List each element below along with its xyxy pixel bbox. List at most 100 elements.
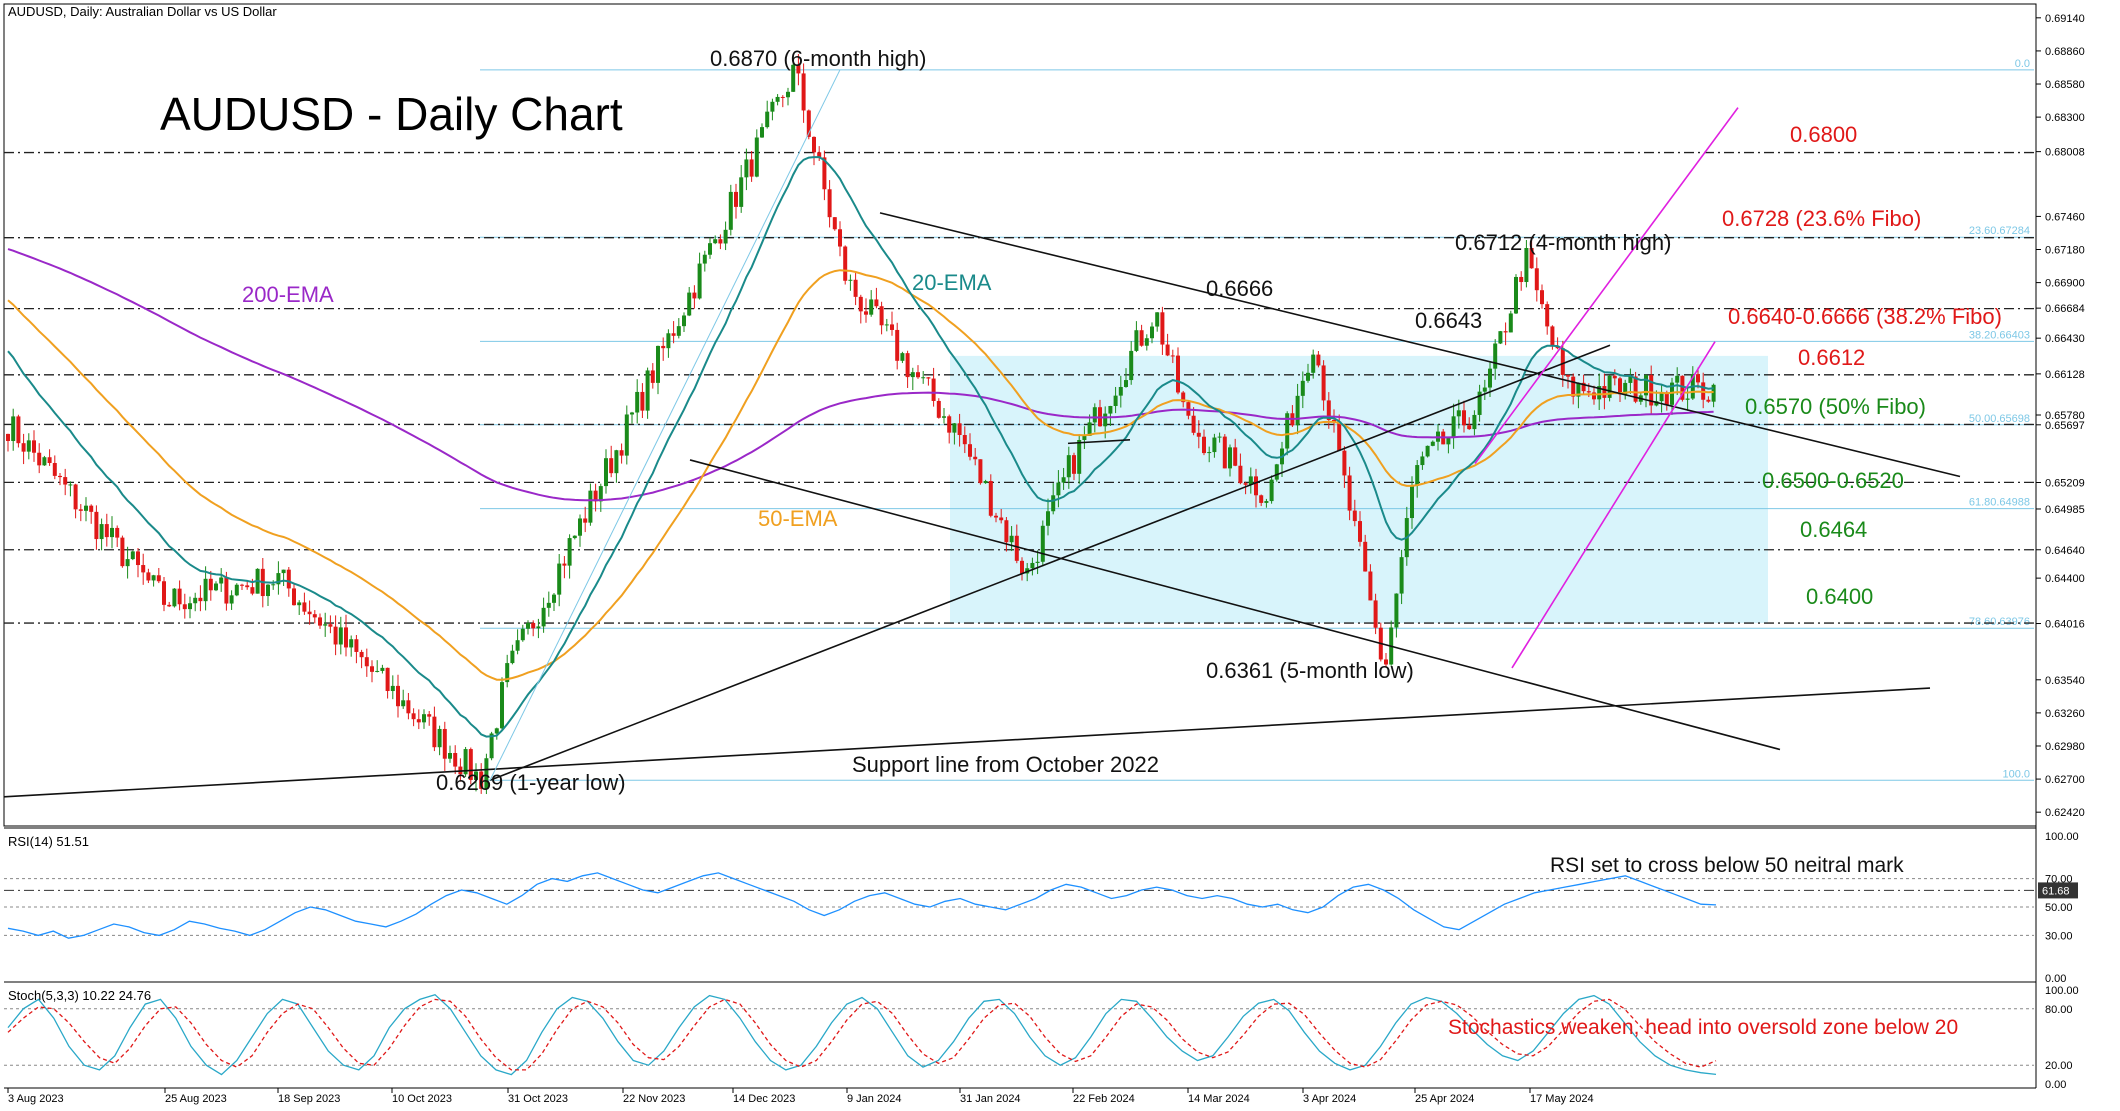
- candle-bull: [1628, 376, 1633, 383]
- candle-bear: [832, 217, 837, 230]
- candle-bear: [1519, 276, 1524, 283]
- candle-bull: [401, 700, 406, 707]
- candle-bull: [1030, 562, 1035, 569]
- candle-bull: [1477, 391, 1482, 415]
- time-tick-label: 22 Feb 2024: [1073, 1093, 1135, 1105]
- candle-bull: [463, 749, 468, 775]
- annotation-label: 0.6612: [1798, 345, 1865, 370]
- candle-bull: [1051, 495, 1056, 512]
- annotation-label: 0.6269 (1-year low): [436, 770, 626, 795]
- candle-bear: [1612, 375, 1617, 379]
- candle-bull: [125, 559, 130, 567]
- candle-bear: [1181, 392, 1186, 403]
- candle-bull: [1092, 407, 1097, 423]
- candle-bull: [552, 594, 556, 603]
- trend-lines: [3, 69, 1961, 798]
- candle-bull: [1035, 561, 1040, 563]
- candle-bear: [1191, 415, 1196, 433]
- ema-200-line: [7, 248, 1714, 502]
- candle-bull: [193, 597, 198, 604]
- candle-bear: [968, 444, 972, 457]
- candle-bull: [188, 603, 192, 610]
- candle-bull: [520, 628, 525, 641]
- candle-bear: [1072, 455, 1076, 474]
- candle-bull: [541, 607, 546, 627]
- candle-bull: [1644, 375, 1648, 396]
- price-tick-label: 0.68580: [2045, 79, 2085, 91]
- annotation-label: 0.6640-0.6666 (38.2% Fibo): [1728, 304, 2002, 329]
- annotation-label: 0.6361 (5-month low): [1206, 658, 1414, 683]
- candle-bear: [406, 700, 411, 714]
- candle-bear: [1696, 374, 1700, 383]
- channel-upper: [1474, 107, 1739, 464]
- time-tick-label: 31 Jan 2024: [960, 1093, 1021, 1105]
- candle-bull: [437, 728, 442, 748]
- price-tick-label: 0.63540: [2045, 675, 2085, 687]
- candle-bear: [1503, 331, 1508, 333]
- candle-bull: [1129, 350, 1134, 381]
- candle-bear: [162, 581, 166, 605]
- candle-bear: [47, 457, 52, 463]
- candle-bull: [848, 279, 853, 281]
- rsi-tick-label: 0.00: [2045, 973, 2066, 985]
- annotation-label: 0.6870 (6-month high): [710, 46, 926, 71]
- candle-bull: [1410, 485, 1414, 519]
- candle-bear: [640, 391, 645, 411]
- time-tick-label: 14 Dec 2023: [733, 1093, 795, 1105]
- candle-bull: [489, 733, 494, 759]
- candle-bull: [1623, 382, 1628, 395]
- candle-bull: [448, 753, 452, 759]
- candle-bull: [791, 64, 796, 92]
- candle-bear: [1332, 420, 1336, 422]
- candle-bear: [822, 157, 827, 190]
- candle-bear: [250, 587, 255, 594]
- annotation-label: 0.6464: [1800, 517, 1867, 542]
- candle-bull: [1066, 455, 1071, 478]
- candle-bull: [1576, 382, 1581, 397]
- rsi-tick-label: 30.00: [2045, 930, 2073, 942]
- candle-bear: [1243, 483, 1248, 485]
- candle-bear: [978, 459, 983, 484]
- fib-label: 100.0: [2002, 768, 2030, 780]
- candle-bear: [838, 229, 842, 247]
- candle-bear: [396, 685, 400, 707]
- candle-bear: [812, 136, 816, 153]
- candle-bear: [182, 604, 187, 610]
- candle-bear: [780, 96, 785, 98]
- candle-bear: [661, 345, 666, 349]
- support-line-oct-2022: [3, 687, 1931, 798]
- candle-bull: [1108, 405, 1113, 414]
- annotation-label: 0.6712 (4-month high): [1455, 230, 1671, 255]
- candle-bull: [349, 639, 354, 648]
- price-tick-label: 0.64400: [2045, 573, 2085, 585]
- candle-bear: [931, 378, 936, 401]
- candle-bear: [562, 563, 567, 566]
- price-tick-label: 0.66430: [2045, 333, 2085, 345]
- candle-bear: [1529, 247, 1534, 269]
- rsi-title: RSI(14) 51.51: [8, 834, 89, 849]
- horizontal-levels: [4, 151, 2034, 624]
- candle-bull: [1675, 375, 1680, 383]
- candle-bear: [136, 551, 140, 566]
- candle-bull: [500, 682, 504, 729]
- candle-bear: [1170, 355, 1175, 357]
- candle-bear: [609, 458, 614, 474]
- candle-bear: [58, 475, 62, 478]
- candle-bear: [1004, 520, 1009, 543]
- candle-bull: [276, 573, 281, 585]
- candle-bear: [224, 577, 229, 604]
- price-tick-label: 0.68860: [2045, 46, 2085, 58]
- candle-bull: [229, 595, 234, 604]
- candle-bear: [208, 578, 213, 591]
- candlesticks: [6, 54, 1716, 795]
- candle-bull: [588, 490, 593, 523]
- candle-bull: [474, 771, 478, 780]
- candle-bull: [1061, 477, 1066, 483]
- candle-bear: [692, 292, 697, 299]
- candle-bull: [1654, 401, 1659, 406]
- candle-bull: [983, 480, 988, 484]
- candle-bear: [1259, 495, 1264, 503]
- candle-bull: [1274, 464, 1279, 480]
- candle-bull: [1430, 441, 1435, 446]
